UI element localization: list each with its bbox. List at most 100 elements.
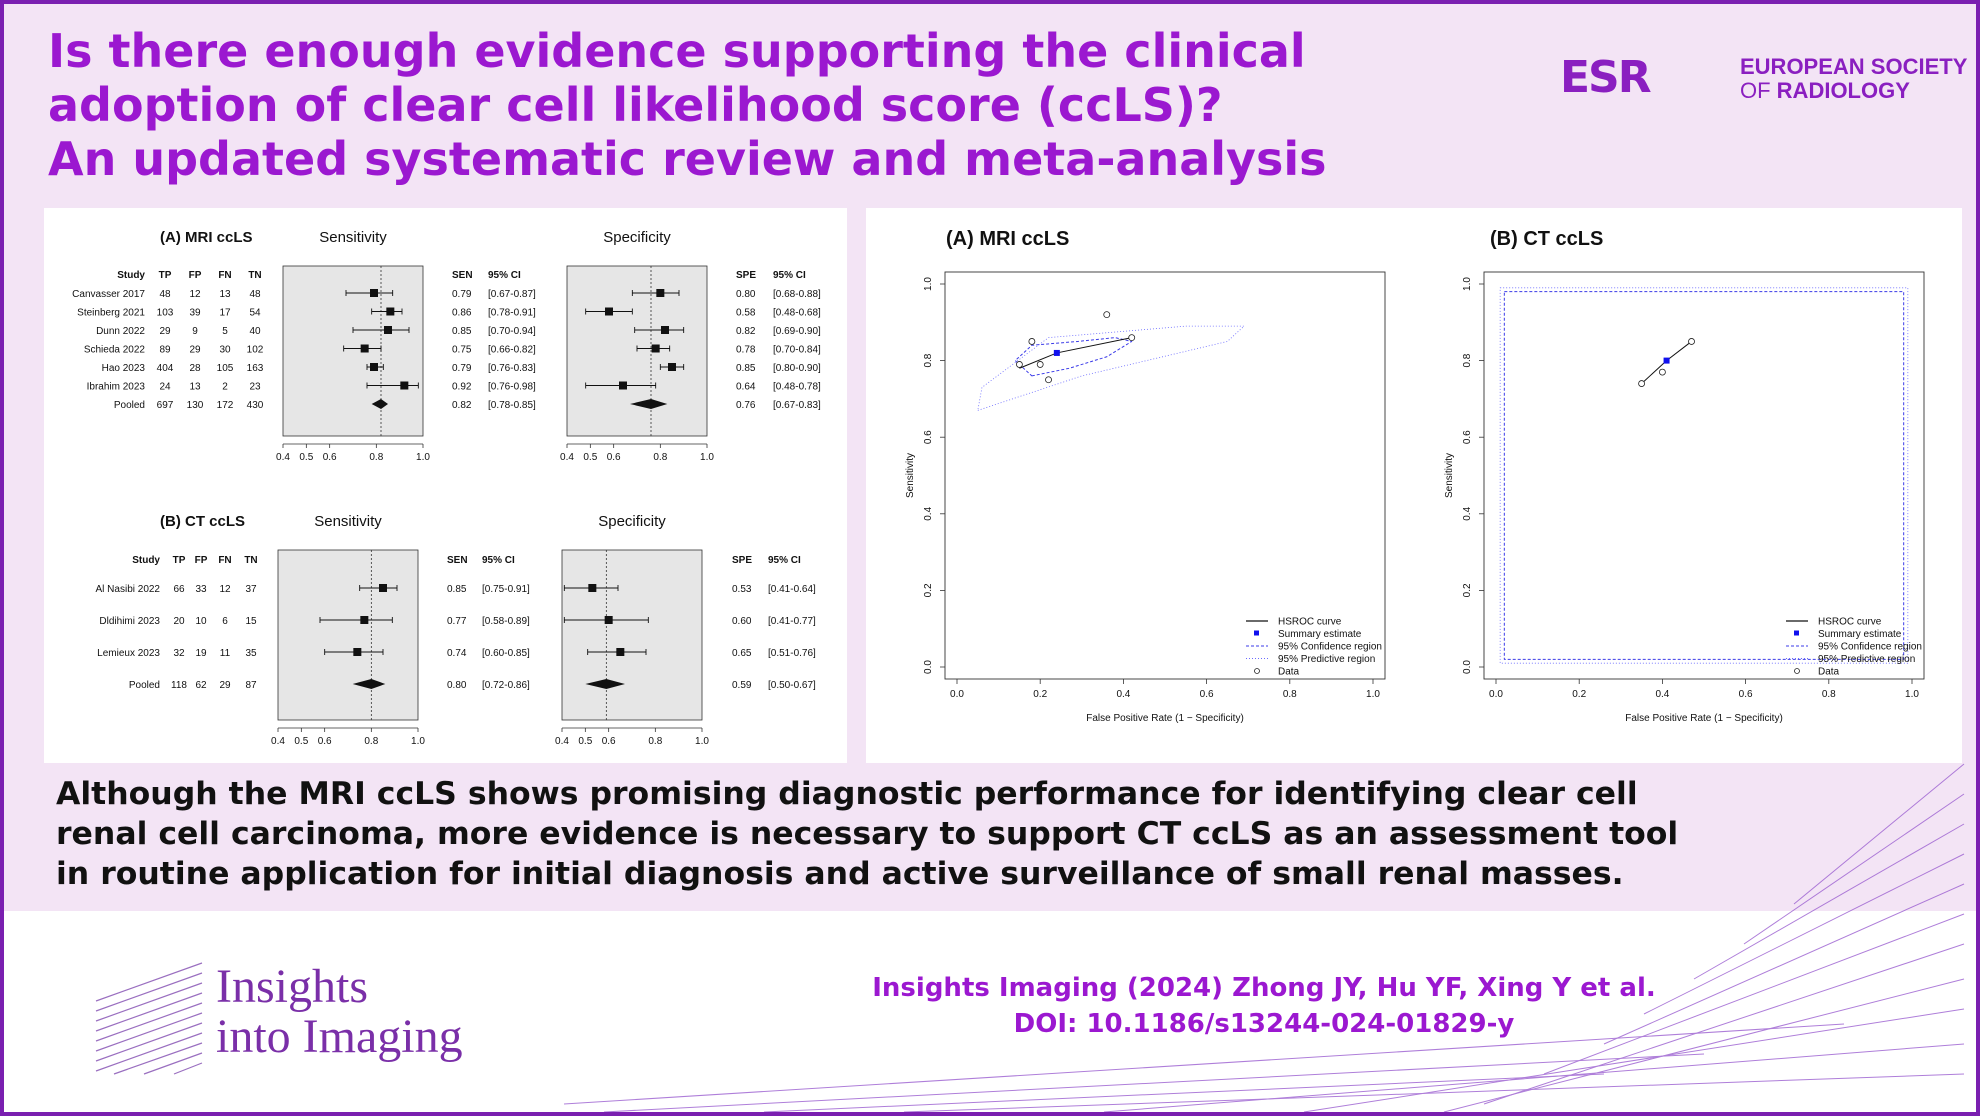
data-point [1045,376,1052,384]
spe-value: 0.76 [736,400,756,411]
study-name: Pooled [129,680,160,691]
sen-x-tick-label: 1.0 [411,736,425,747]
esr-logo: ESR EUROPEAN SOCIETY OF RADIOLOGY [1560,52,1967,103]
sensitivity-title: Sensitivity [314,513,382,530]
x-tick-label: 0.4 [1655,689,1669,700]
x-tick-label: 0.6 [1739,689,1753,700]
fp-value: 130 [187,400,204,411]
column-header: TN [248,270,261,281]
sen-x-tick-label: 0.6 [323,452,337,463]
x-tick-label: 0.8 [1283,689,1297,700]
journal-name-line-2: into Imaging [216,1010,463,1063]
sen-ci-value: [0.67-0.87] [488,289,536,300]
sen-value: 0.85 [452,326,472,337]
y-tick-label: 0.4 [1462,506,1473,520]
spe-point-estimate [656,289,665,297]
fn-value: 6 [222,616,228,627]
tn-value: 102 [247,345,264,356]
tp-value: 118 [171,680,187,691]
sen-value: 0.80 [447,680,467,691]
sen-x-tick-label: 0.4 [276,452,290,463]
spe-value: 0.65 [732,648,752,659]
spe-pooled-diamond [630,399,668,409]
spe-x-tick-label: 0.4 [560,452,574,463]
forest-plot-panel: (A) MRI ccLS Sensitivity Specificity Study T… [44,208,847,763]
data-point [1028,338,1036,345]
plot-frame [1483,271,1925,680]
sen-ci-value: [0.70-0.94] [488,326,536,337]
hsroc-curve [1019,337,1132,369]
column-header: TN [244,555,257,566]
spe-x-tick-label: 0.6 [602,736,616,747]
spe-header: SPE [736,270,756,281]
y-tick-label: 0.6 [1462,430,1473,444]
spe-value: 0.59 [732,680,752,691]
tn-value: 15 [245,616,257,627]
fn-value: 29 [219,680,231,691]
sen-ci-value: [0.66-0.82] [488,345,536,356]
sensitivity-title: Sensitivity [319,229,387,246]
legend-label: Data [1818,667,1840,678]
ci-header: 95% CI [773,270,806,281]
sen-value: 0.75 [452,345,472,356]
spe-ci-value: [0.48-0.78] [773,382,821,393]
legend-summary-swatch [1254,630,1259,636]
sen-point-estimate [360,344,369,353]
column-header: Study [117,270,145,281]
sen-x-tick-label: 0.6 [318,736,332,747]
sen-header: SEN [452,270,473,281]
journal-name-line-1: Insights [216,960,369,1013]
fn-value: 17 [219,308,231,319]
sen-point-estimate [370,289,378,297]
study-name: Dunn 2022 [96,326,145,337]
spe-point-estimate [604,616,613,624]
study-name: Lemieux 2023 [97,648,160,659]
column-header: TP [159,270,172,281]
spe-x-tick-label: 0.4 [555,736,569,747]
sen-x-tick-label: 0.5 [299,452,313,463]
sen-point-estimate [379,584,387,592]
spe-plot-area [561,549,703,721]
y-tick-label: 0.0 [923,660,934,674]
sen-ci-value: [0.76-0.98] [488,382,536,393]
sen-x-tick-label: 0.8 [369,452,383,463]
sen-point-estimate [386,307,395,316]
tn-value: 87 [245,680,257,691]
sen-ci-value: [0.78-0.85] [488,400,536,411]
sen-x-tick-label: 0.8 [364,736,378,747]
tp-value: 24 [159,382,171,393]
y-axis-label: Sensitivity [1444,453,1455,498]
sen-ci-value: [0.75-0.91] [482,584,530,595]
y-axis-label: Sensitivity [905,453,916,498]
x-tick-label: 0.2 [1033,689,1047,700]
spe-ci-value: [0.70-0.84] [773,345,821,356]
x-tick-label: 0.8 [1822,689,1836,700]
spe-value: 0.60 [732,616,752,627]
x-axis-label: False Positive Rate (1 − Specificity) [1625,713,1783,724]
tp-value: 48 [159,289,171,300]
spe-ci-value: [0.68-0.88] [773,289,821,300]
tp-value: 20 [173,616,185,627]
spe-value: 0.85 [736,363,756,374]
sen-value: 0.86 [452,308,472,319]
spe-point-estimate [616,648,625,656]
y-tick-label: 0.0 [1462,660,1473,674]
data-point [1103,311,1111,319]
legend-data-swatch [1794,668,1800,674]
sen-pooled-diamond [352,679,386,689]
spe-value: 0.53 [732,584,752,595]
hsroc-panel: (A) MRI ccLS 0.0 0.0 0.2 0.2 0.4 0.4 0.6 0.6 0.8 0… [866,208,1962,763]
legend-label: 95% Confidence region [1278,642,1382,653]
spe-point-estimate [588,584,597,592]
spe-ci-value: [0.41-0.64] [768,584,816,595]
sen-value: 0.79 [452,363,472,374]
fp-value: 13 [189,382,201,393]
forest-plots: (A) MRI ccLS Sensitivity Specificity Study T… [72,229,821,747]
spe-x-tick-label: 1.0 [695,736,709,747]
sen-ci-value: [0.58-0.89] [482,616,530,627]
ci-header: 95% CI [482,555,515,566]
sen-x-tick-label: 0.4 [271,736,285,747]
column-header: FN [218,270,231,281]
spe-ci-value: [0.51-0.76] [768,648,816,659]
